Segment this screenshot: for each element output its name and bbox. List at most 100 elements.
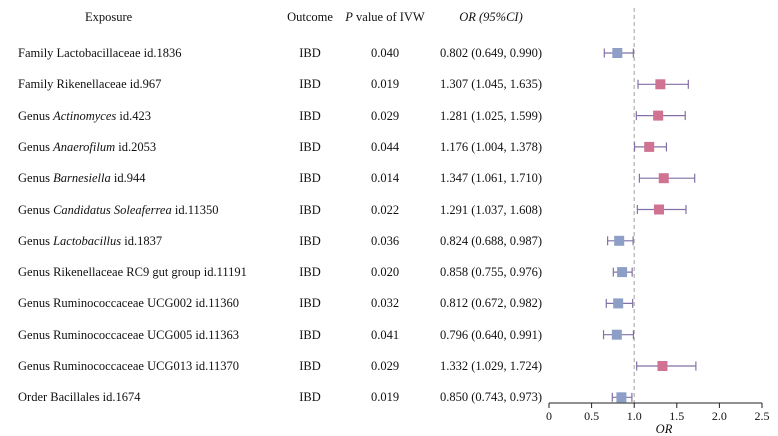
table-row: Family Lactobacillaceae id.1836 IBD 0.040 0… — [0, 44, 560, 64]
table-row: Genus Anaerofilum id.2053 IBD 0.044 1.176 (… — [0, 138, 560, 158]
header-exposure: Exposure — [85, 10, 133, 24]
pvalue: 0.014 — [370, 171, 400, 186]
exposure-genus: Barnesiella — [53, 171, 111, 186]
x-tick-label: 2.5 — [755, 409, 770, 423]
or-ci-value: 1.281 (1.025, 1.599) — [439, 108, 543, 123]
exposure-label: Genus Ruminococcaceae UCG002 id.11360 — [18, 296, 239, 311]
table-row: Genus Candidatus Soleaferrea id.11350 IBD… — [0, 201, 560, 221]
table-row: Genus Rikenellaceae RC9 gut group id.111… — [0, 263, 560, 283]
exposure-prefix: Family Lactobacillaceae id.1836 — [18, 46, 182, 60]
exposure-genus: Actinomyces — [53, 108, 117, 123]
header-ci: (95%CI) — [475, 10, 523, 24]
table-row: Family Rikenellaceae id.967 IBD 0.019 1.307… — [0, 75, 560, 95]
or-ci-value: 0.858 (0.755, 0.976) — [439, 265, 543, 280]
exposure-prefix: Family Rikenellaceae id.967 — [18, 77, 162, 92]
header-pvalue: P value of IVW — [345, 10, 425, 25]
x-tick-label: 1.5 — [669, 409, 684, 423]
pvalue: 0.041 — [370, 327, 400, 342]
exposure-label: Genus Actinomyces id.423 — [18, 109, 151, 124]
header-pvalue-rest: value of IVW — [352, 10, 425, 24]
exposure-label: Genus Rikenellaceae RC9 gut group id.111… — [18, 265, 247, 280]
header-pvalue-p: P — [345, 10, 353, 24]
x-tick-label: 0 — [546, 409, 552, 423]
outcome-value: IBD — [299, 46, 321, 60]
or-ci-value: 0.802 (0.649, 0.990) — [439, 46, 543, 60]
or-marker-protective — [611, 329, 622, 340]
or-ci-value: 1.176 (1.004, 1.378) — [439, 139, 543, 154]
exposure-label: Genus Anaerofilum id.2053 — [18, 140, 156, 155]
table-row: Genus Ruminococcaceae UCG005 id.11363 IBD… — [0, 326, 560, 346]
exposure-label: Genus Barnesiella id.944 — [18, 171, 145, 186]
exposure-label: Genus Ruminococcaceae UCG005 id.11363 — [18, 328, 239, 343]
exposure-prefix: Order Bacillales id.1674 — [18, 390, 141, 405]
pvalue: 0.019 — [370, 390, 400, 405]
exposure-prefix: Genus Ruminococcaceae UCG005 id.11363 — [18, 327, 240, 342]
exposure-prefix: Genus — [18, 202, 54, 217]
exposure-label: Family Lactobacillaceae id.1836 — [18, 46, 181, 61]
outcome-value: IBD — [299, 327, 321, 342]
pvalue: 0.019 — [370, 77, 400, 92]
exposure-label: Genus Lactobacillus id.1837 — [18, 234, 162, 249]
or-marker-protective — [612, 48, 623, 58]
outcome-value: IBD — [299, 265, 321, 280]
outcome-value: IBD — [299, 296, 321, 311]
outcome-value: IBD — [299, 390, 321, 405]
table-row: Genus Ruminococcaceae UCG013 id.11370 IBD… — [0, 357, 560, 377]
or-ci-value: 0.850 (0.743, 0.973) — [439, 390, 543, 405]
or-ci-value: 0.796 (0.640, 0.991) — [439, 327, 543, 342]
x-tick-label: 2.0 — [712, 409, 727, 423]
exposure-prefix: Genus — [18, 108, 54, 123]
pvalue: 0.040 — [370, 46, 400, 60]
or-marker-risk — [657, 361, 668, 371]
pvalue: 0.029 — [370, 359, 400, 373]
or-marker-risk — [653, 204, 664, 215]
or-ci-value: 1.291 (1.037, 1.608) — [439, 202, 543, 217]
outcome-value: IBD — [299, 171, 321, 186]
outcome-value: IBD — [299, 359, 321, 373]
or-marker-protective — [614, 235, 625, 246]
table-row: Genus Ruminococcaceae UCG002 id.11360 IBD… — [0, 294, 560, 314]
exposure-label: Genus Ruminococcaceae UCG013 id.11370 — [18, 359, 239, 374]
or-marker-risk — [644, 141, 655, 152]
outcome-value: IBD — [299, 233, 321, 248]
table-row: Genus Barnesiella id.944 IBD 0.014 1.347 (1… — [0, 169, 560, 189]
exposure-label: Genus Candidatus Soleaferrea id.11350 — [18, 203, 218, 218]
header-outcome: Outcome — [287, 10, 333, 24]
exposure-prefix: Genus — [18, 139, 54, 154]
pvalue: 0.036 — [370, 233, 400, 248]
exposure-id: id.944 — [110, 171, 146, 186]
exposure-label: Family Rikenellaceae id.967 — [18, 77, 161, 92]
or-marker-protective — [616, 392, 627, 403]
outcome-value: IBD — [299, 77, 321, 92]
outcome-value: IBD — [299, 108, 321, 123]
exposure-id: id.11350 — [171, 202, 219, 217]
exposure-genus: Lactobacillus — [53, 233, 122, 248]
exposure-id: id.1837 — [121, 233, 163, 248]
or-ci-value: 1.347 (1.061, 1.710) — [439, 171, 543, 186]
or-marker-risk — [655, 79, 666, 90]
pvalue: 0.029 — [370, 108, 400, 123]
or-ci-value: 0.812 (0.672, 0.982) — [439, 296, 543, 311]
exposure-id: id.423 — [116, 108, 151, 123]
exposure-id: id.2053 — [115, 139, 157, 154]
pvalue: 0.020 — [370, 265, 400, 280]
or-ci-value: 0.824 (0.688, 0.987) — [439, 233, 543, 248]
or-marker-risk — [653, 110, 664, 121]
exposure-prefix: Genus — [18, 233, 54, 248]
pvalue: 0.032 — [370, 296, 400, 311]
header-or-ci: OR (95%CI) — [459, 10, 523, 25]
table-row: Genus Actinomyces id.423 IBD 0.029 1.281 (1… — [0, 107, 560, 127]
or-ci-value: 1.307 (1.045, 1.635) — [439, 77, 543, 92]
pvalue: 0.022 — [370, 202, 400, 217]
header-or: OR — [459, 10, 476, 24]
x-tick-label: 0.5 — [584, 409, 599, 423]
exposure-prefix: Genus Rikenellaceae RC9 gut group id.111… — [18, 265, 247, 280]
table-row: Order Bacillales id.1674 IBD 0.019 0.850 (0… — [0, 388, 560, 408]
exposure-genus: Anaerofilum — [53, 139, 116, 154]
exposure-prefix: Genus Ruminococcaceae UCG013 id.11370 — [18, 359, 240, 373]
table-row: Genus Lactobacillus id.1837 IBD 0.036 0.824… — [0, 232, 560, 252]
outcome-value: IBD — [299, 202, 321, 217]
x-tick-label: 1.0 — [627, 409, 642, 423]
x-axis-title: OR — [656, 422, 673, 436]
